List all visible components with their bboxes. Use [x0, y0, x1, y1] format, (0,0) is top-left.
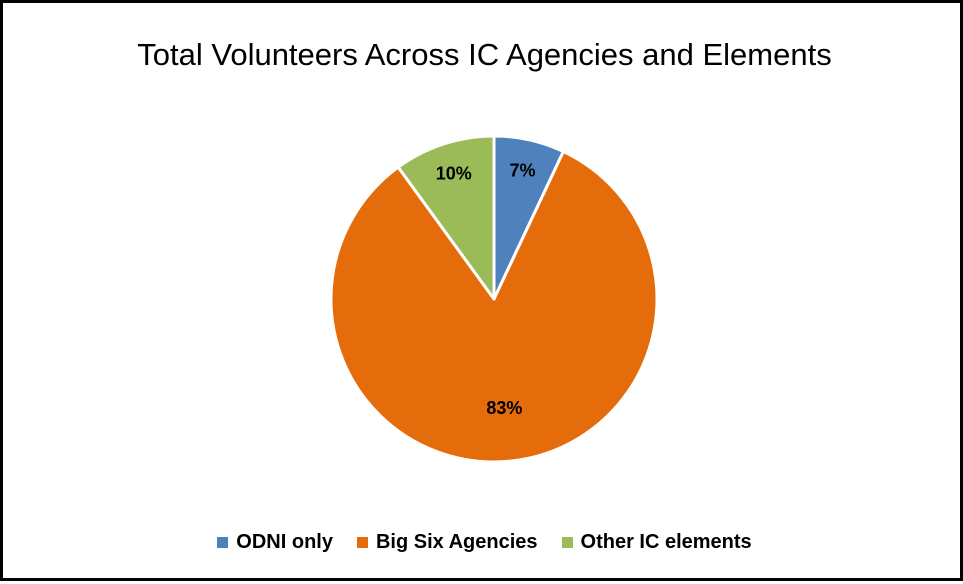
- legend-item-odni: ODNI only: [217, 531, 333, 554]
- legend: ODNI only Big Six Agencies Other IC elem…: [3, 531, 963, 554]
- chart-title: Total Volunteers Across IC Agencies and …: [137, 37, 832, 72]
- legend-swatch-big-six: [356, 537, 368, 548]
- legend-label-big-six: Big Six Agencies: [375, 531, 538, 553]
- legend-label-odni: ODNI only: [236, 531, 333, 553]
- data-label-other-ic: 10%: [436, 164, 472, 184]
- legend-swatch-other-ic: [561, 537, 573, 548]
- legend-swatch-odni: [217, 537, 229, 548]
- pie-slice-other-ic: [396, 134, 496, 301]
- legend-item-other-ic: Other IC elements: [561, 531, 752, 554]
- legend-label-other-ic: Other IC elements: [580, 531, 752, 553]
- legend-item-big-six: Big Six Agencies: [356, 531, 538, 554]
- pie-labels: 7% 83% 10%: [436, 160, 536, 418]
- pie-chart: 7% 83% 10%: [329, 134, 659, 464]
- data-label-big-six: 83%: [486, 398, 522, 418]
- data-label-odni: 7%: [509, 160, 535, 180]
- pie-slices: [329, 134, 659, 464]
- pie-slice-big-six: [329, 150, 659, 464]
